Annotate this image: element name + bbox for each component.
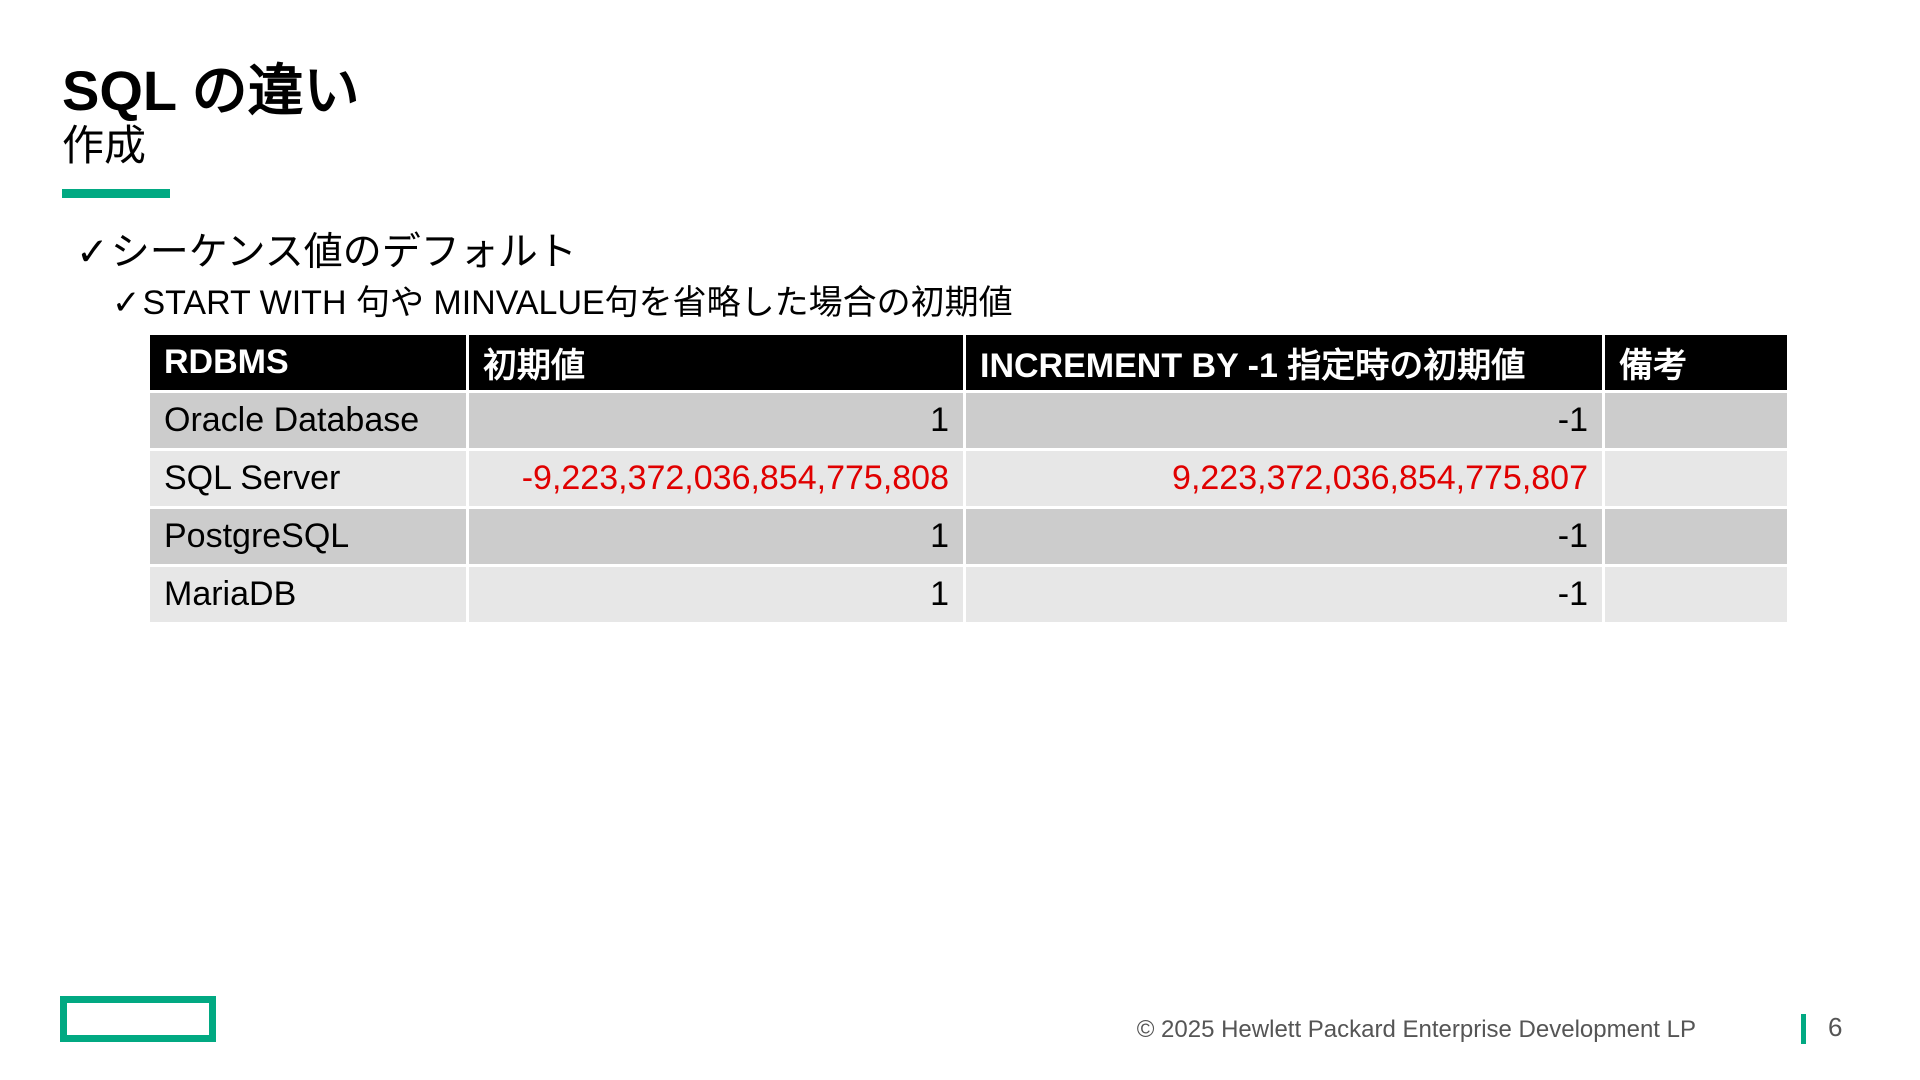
cell-initial-value: 1 [466,506,966,567]
cell-note [1602,448,1790,509]
page-number: 6 [1828,1012,1843,1042]
cell-initial-decrement: -1 [963,506,1605,567]
slide-subtitle: 作成 [62,122,147,169]
cell-rdbms: MariaDB [147,564,469,625]
header-rdbms: RDBMS [147,332,469,393]
header-increment-by-minus-one: INCREMENT BY -1 指定時の初期値 [963,332,1605,393]
header-initial-value: 初期値 [466,332,966,393]
hpe-element-logo-icon [60,996,216,1042]
table-row: SQL Server -9,223,372,036,854,775,808 9,… [147,448,1790,509]
footer-copyright: © 2025 Hewlett Packard Enterprise Develo… [1136,1016,1696,1043]
slide-title: SQL の違い [62,59,360,122]
bullet-2-text: START WITH 句や MINVALUE句を省略した場合の初期値 [142,284,1013,322]
table-header-row: RDBMS 初期値 INCREMENT BY -1 指定時の初期値 備考 [147,332,1790,393]
cell-rdbms: SQL Server [147,448,469,509]
title-accent-bar [62,189,170,198]
cell-initial-decrement: -1 [963,564,1605,625]
footer-divider [1801,1014,1806,1044]
table-row: MariaDB 1 -1 [147,564,1790,625]
table-row: Oracle Database 1 -1 [147,390,1790,451]
cell-initial-decrement: -1 [963,390,1605,451]
cell-note [1602,390,1790,451]
bullet-level-2: ✓START WITH 句や MINVALUE句を省略した場合の初期値 [112,281,1013,325]
cell-note [1602,564,1790,625]
cell-rdbms: PostgreSQL [147,506,469,567]
check-mark-icon: ✓ [76,231,109,274]
cell-note [1602,506,1790,567]
bullet-1-text: シーケンス値のデフォルト [110,231,577,274]
cell-initial-value: 1 [466,564,966,625]
cell-rdbms: Oracle Database [147,390,469,451]
cell-initial-value: 1 [466,390,966,451]
check-mark-icon: ✓ [112,284,141,322]
header-notes: 備考 [1602,332,1790,393]
cell-initial-value: -9,223,372,036,854,775,808 [466,448,966,509]
cell-initial-decrement: 9,223,372,036,854,775,807 [963,448,1605,509]
sequence-default-table: RDBMS 初期値 INCREMENT BY -1 指定時の初期値 備考 Ora… [147,332,1790,625]
bullet-level-1: ✓シーケンス値のデフォルト [76,228,577,278]
table-row: PostgreSQL 1 -1 [147,506,1790,567]
